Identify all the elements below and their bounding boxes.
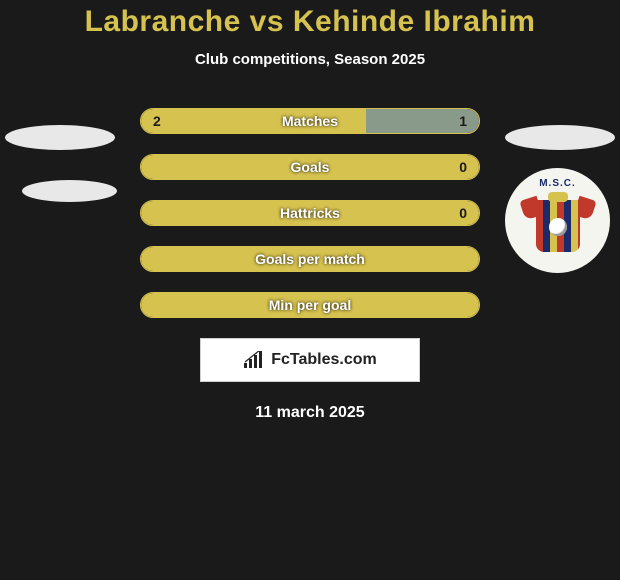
avatar-placeholder-right-1 bbox=[505, 125, 615, 150]
stat-row: 0Hattricks bbox=[140, 200, 480, 226]
avatar-placeholder-left-2 bbox=[22, 180, 117, 202]
watermark: FcTables.com bbox=[200, 338, 420, 382]
stat-label: Min per goal bbox=[141, 297, 479, 313]
stat-row: Min per goal bbox=[140, 292, 480, 318]
avatar-placeholder-left-1 bbox=[5, 125, 115, 150]
stat-label: Goals bbox=[141, 159, 479, 175]
page-title: Labranche vs Kehinde Ibrahim bbox=[0, 5, 620, 39]
stat-row: 0Goals bbox=[140, 154, 480, 180]
stat-row: 21Matches bbox=[140, 108, 480, 134]
stat-label: Hattricks bbox=[141, 205, 479, 221]
club-badge-text: M.S.C. bbox=[505, 178, 610, 189]
subtitle: Club competitions, Season 2025 bbox=[0, 51, 620, 68]
bar-chart-icon bbox=[243, 351, 265, 369]
watermark-text: FcTables.com bbox=[271, 351, 377, 369]
infographic-root: Labranche vs Kehinde Ibrahim Club compet… bbox=[0, 0, 620, 580]
club-shirt-icon bbox=[522, 190, 594, 252]
stat-label: Matches bbox=[141, 113, 479, 129]
club-badge: M.S.C. bbox=[505, 168, 610, 273]
stat-row: Goals per match bbox=[140, 246, 480, 272]
stat-label: Goals per match bbox=[141, 251, 479, 267]
date-label: 11 march 2025 bbox=[0, 404, 620, 422]
